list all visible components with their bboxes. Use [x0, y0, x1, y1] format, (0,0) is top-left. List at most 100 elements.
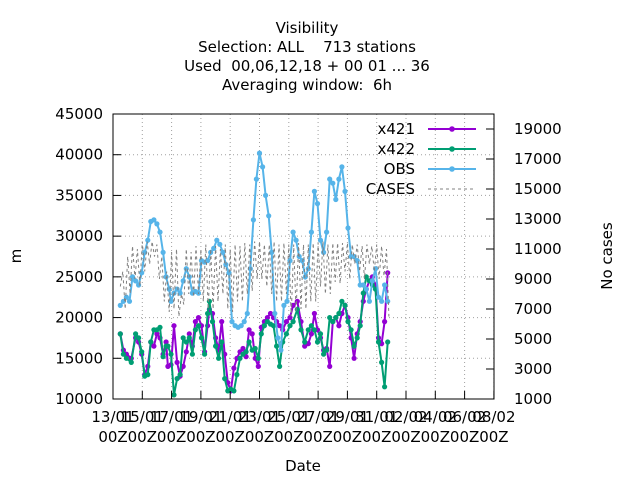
point-x422 [128, 359, 134, 365]
point-obs [126, 298, 133, 304]
point-x422 [186, 335, 192, 341]
point-x422 [314, 339, 321, 345]
point-x422 [255, 355, 261, 361]
point-x422 [198, 335, 205, 341]
point-x422 [222, 376, 228, 382]
point-x421 [327, 363, 333, 369]
y-tick-label: 40000 [55, 146, 103, 164]
y-tick-label: 35000 [55, 186, 103, 204]
point-obs [311, 188, 317, 194]
plot-area [117, 150, 391, 398]
legend-label-x421: x421 [377, 120, 415, 138]
x-tick-label: 15/01 00Z [121, 408, 164, 446]
point-x422 [298, 327, 304, 333]
point-x421 [154, 331, 160, 337]
point-x421 [277, 323, 283, 329]
point-obs [290, 229, 296, 235]
point-obs [299, 258, 305, 264]
y-tick-label: 30000 [55, 227, 103, 245]
legend-label-cases: CASES [366, 180, 415, 198]
point-x422 [308, 323, 314, 329]
point-obs [333, 196, 339, 203]
point-obs [317, 237, 324, 243]
point-x421 [195, 315, 202, 321]
point-x422 [321, 351, 327, 357]
point-x421 [219, 319, 225, 325]
y-tick-label: 25000 [55, 268, 103, 286]
point-obs [256, 150, 263, 156]
point-x422 [294, 306, 300, 312]
point-obs [205, 258, 211, 264]
point-x422 [180, 335, 186, 341]
point-obs [226, 270, 232, 276]
point-x421 [151, 343, 157, 349]
point-obs [241, 319, 247, 325]
point-x422 [219, 339, 225, 345]
point-obs [305, 266, 311, 272]
point-obs [244, 310, 250, 317]
point-x421 [249, 331, 255, 337]
y-axis-label: m [7, 249, 25, 264]
point-x422 [258, 331, 264, 337]
legend-label-x422: x422 [377, 140, 415, 158]
point-x422 [213, 343, 219, 349]
point-obs [133, 278, 139, 284]
point-obs [327, 176, 333, 182]
point-obs [266, 213, 272, 219]
point-obs [154, 221, 160, 227]
legend-marker-x421 [449, 126, 455, 132]
x-tick-label: 25/01 00Z [267, 408, 310, 446]
point-obs [342, 188, 348, 194]
point-obs [379, 298, 385, 304]
point-x422 [123, 355, 129, 361]
point-x421 [264, 315, 270, 321]
point-obs [263, 192, 269, 198]
point-obs [284, 298, 290, 304]
axes: 10000 15000 20000 25000 30000 35000 40000 45000… [55, 105, 561, 446]
y2-tick-label: 3000 [514, 360, 552, 378]
x-tick-label: 29/01 00Z [326, 408, 369, 446]
point-obs [174, 286, 180, 292]
y-tick-label: 10000 [55, 390, 103, 408]
point-x422 [317, 331, 324, 337]
point-x421 [382, 319, 388, 325]
point-x421 [171, 323, 177, 329]
x-tick-label: 06/02 00Z [443, 408, 486, 446]
point-x422 [160, 354, 166, 360]
point-obs [117, 302, 123, 308]
y2-tick-label: 13000 [514, 210, 562, 228]
point-x422 [139, 349, 145, 355]
point-x422 [216, 355, 222, 361]
point-obs [220, 249, 226, 255]
point-x421 [336, 323, 342, 329]
point-x421 [192, 319, 198, 325]
point-obs [217, 241, 223, 247]
point-obs [281, 302, 287, 308]
point-x422 [145, 372, 151, 378]
y2-tick-label: 17000 [514, 150, 562, 168]
point-x422 [157, 324, 163, 330]
point-x421 [311, 310, 317, 317]
point-obs [269, 249, 275, 255]
point-x422 [360, 290, 366, 296]
point-x422 [305, 327, 311, 333]
point-obs [345, 225, 351, 231]
point-x422 [148, 339, 154, 345]
title-line-4: Averaging window: 6h [222, 76, 392, 94]
y2-tick-label: 11000 [514, 240, 562, 258]
point-obs [145, 237, 151, 243]
point-x422 [136, 335, 142, 341]
legend-label-obs: OBS [384, 160, 415, 178]
y2-tick-label: 15000 [514, 180, 562, 198]
point-obs [278, 347, 284, 353]
point-x422 [168, 351, 174, 357]
point-x422 [324, 347, 330, 353]
plot-border [112, 113, 495, 400]
point-obs [302, 274, 308, 280]
point-x422 [330, 319, 336, 325]
point-obs [160, 249, 166, 255]
point-obs [324, 229, 330, 235]
legend: x421 x422 OBS CASES [366, 120, 476, 198]
y2-tick-label: 7000 [514, 300, 552, 318]
